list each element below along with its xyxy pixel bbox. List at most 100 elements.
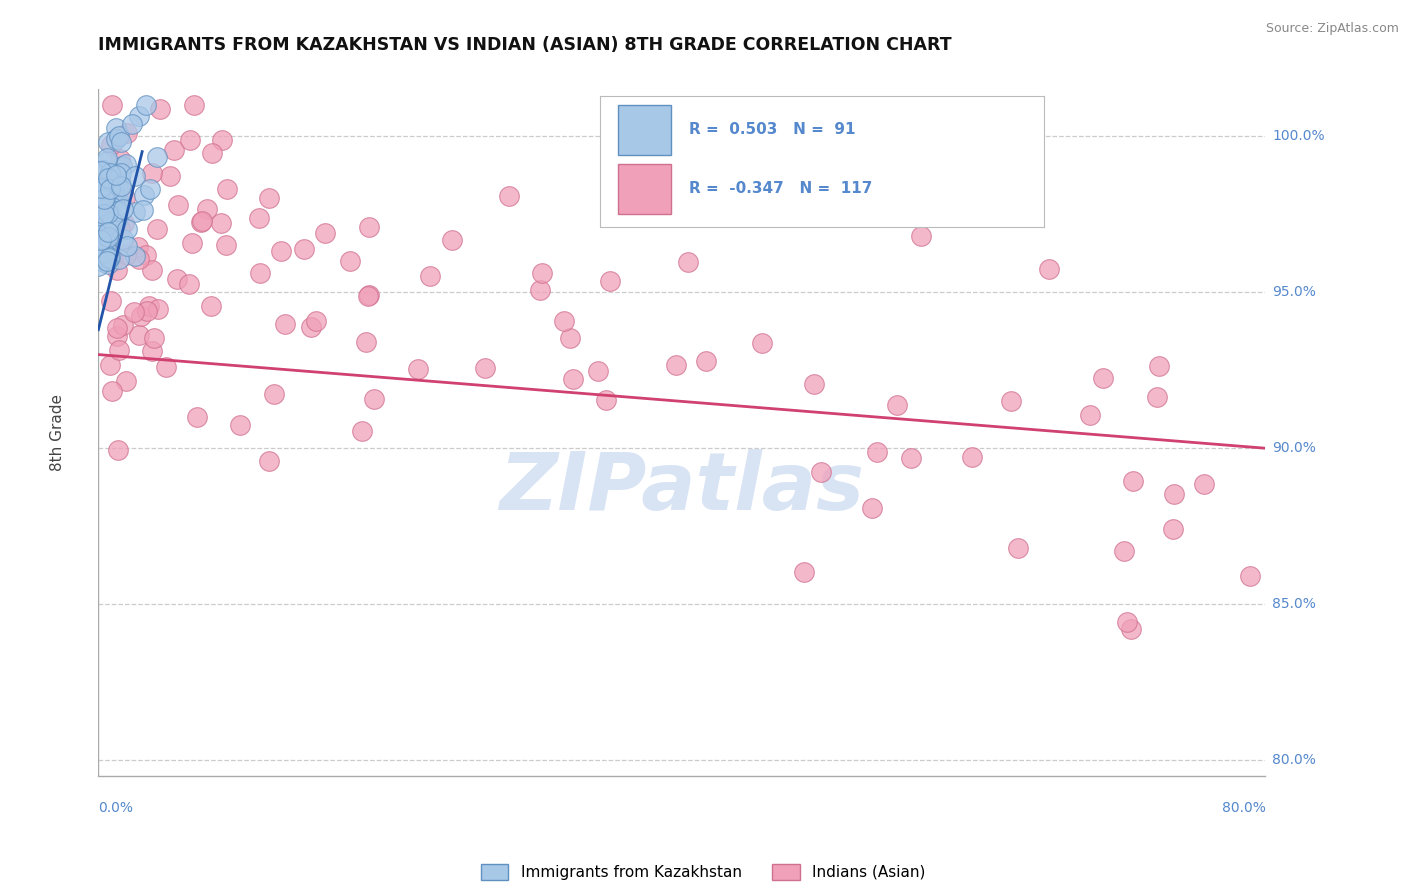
Point	[107, 194, 129, 208]
Point	[94, 182, 117, 196]
Point	[860, 501, 883, 516]
Text: ZIPatlas: ZIPatlas	[499, 449, 865, 526]
Point	[299, 320, 322, 334]
Point	[792, 565, 814, 579]
Point	[94, 217, 117, 231]
Point	[93, 182, 115, 196]
Point	[1163, 522, 1185, 536]
Point	[1114, 544, 1136, 558]
Point	[96, 249, 118, 263]
Point	[292, 242, 315, 256]
Point	[872, 204, 894, 219]
Point	[419, 269, 441, 284]
Point	[90, 163, 112, 178]
Point	[87, 208, 110, 222]
Point	[114, 191, 136, 205]
Point	[141, 263, 163, 277]
Point	[599, 274, 621, 288]
Point	[97, 229, 120, 244]
Point	[98, 182, 121, 196]
Point	[179, 133, 201, 147]
Point	[94, 220, 117, 235]
Point	[105, 203, 128, 218]
Point	[108, 153, 131, 167]
Text: Source: ZipAtlas.com: Source: ZipAtlas.com	[1265, 22, 1399, 36]
Point	[97, 206, 120, 220]
Point	[93, 207, 115, 221]
Point	[200, 299, 222, 313]
Point	[105, 213, 128, 227]
Point	[105, 328, 128, 343]
Point	[135, 248, 157, 262]
Point	[305, 314, 328, 328]
Point	[181, 235, 204, 250]
Point	[107, 180, 129, 194]
Point	[122, 304, 145, 318]
Point	[96, 153, 118, 168]
Point	[107, 170, 129, 185]
Point	[89, 213, 111, 227]
Point	[97, 251, 120, 265]
Point	[359, 288, 381, 302]
Point	[1007, 541, 1029, 556]
Point	[104, 192, 127, 206]
Point	[1078, 408, 1101, 422]
Text: IMMIGRANTS FROM KAZAKHSTAN VS INDIAN (ASIAN) 8TH GRADE CORRELATION CHART: IMMIGRANTS FROM KAZAKHSTAN VS INDIAN (AS…	[98, 36, 952, 54]
Point	[105, 262, 128, 277]
Point	[339, 254, 361, 268]
Point	[803, 377, 825, 392]
Point	[159, 169, 181, 183]
Point	[155, 359, 177, 374]
Point	[97, 257, 120, 271]
Point	[142, 331, 165, 345]
Point	[138, 299, 160, 313]
Point	[111, 318, 134, 333]
Point	[163, 143, 186, 157]
Point	[115, 126, 138, 140]
Point	[201, 146, 224, 161]
Point	[128, 109, 150, 123]
Point	[132, 203, 155, 218]
Point	[98, 166, 121, 180]
Point	[751, 336, 773, 351]
Text: 8th Grade: 8th Grade	[51, 394, 65, 471]
Point	[91, 228, 114, 243]
Point	[96, 253, 118, 268]
Text: 80.0%: 80.0%	[1272, 754, 1316, 767]
Point	[115, 239, 138, 253]
Point	[90, 183, 112, 197]
Point	[127, 240, 149, 254]
Point	[93, 192, 115, 206]
Point	[149, 103, 172, 117]
Point	[167, 197, 190, 211]
Point	[87, 259, 110, 273]
Point	[121, 117, 143, 131]
Point	[676, 255, 699, 269]
Point	[98, 223, 121, 237]
Point	[115, 157, 138, 171]
Point	[1163, 486, 1185, 500]
Point	[810, 465, 832, 479]
Point	[111, 185, 134, 199]
Point	[215, 182, 238, 196]
Point	[98, 358, 121, 372]
Point	[96, 151, 118, 165]
Point	[97, 174, 120, 188]
Point	[94, 191, 117, 205]
Point	[93, 255, 115, 269]
Point	[91, 232, 114, 246]
Point	[115, 248, 138, 262]
Point	[93, 245, 115, 260]
Point	[531, 266, 554, 280]
Point	[90, 245, 112, 260]
Point	[101, 253, 124, 268]
Point	[110, 136, 132, 150]
Point	[1038, 262, 1060, 277]
Point	[105, 131, 128, 145]
Point	[257, 191, 280, 205]
Point	[101, 97, 124, 112]
Point	[474, 360, 496, 375]
Text: 100.0%: 100.0%	[1272, 129, 1324, 143]
Point	[146, 150, 169, 164]
Point	[363, 392, 385, 406]
